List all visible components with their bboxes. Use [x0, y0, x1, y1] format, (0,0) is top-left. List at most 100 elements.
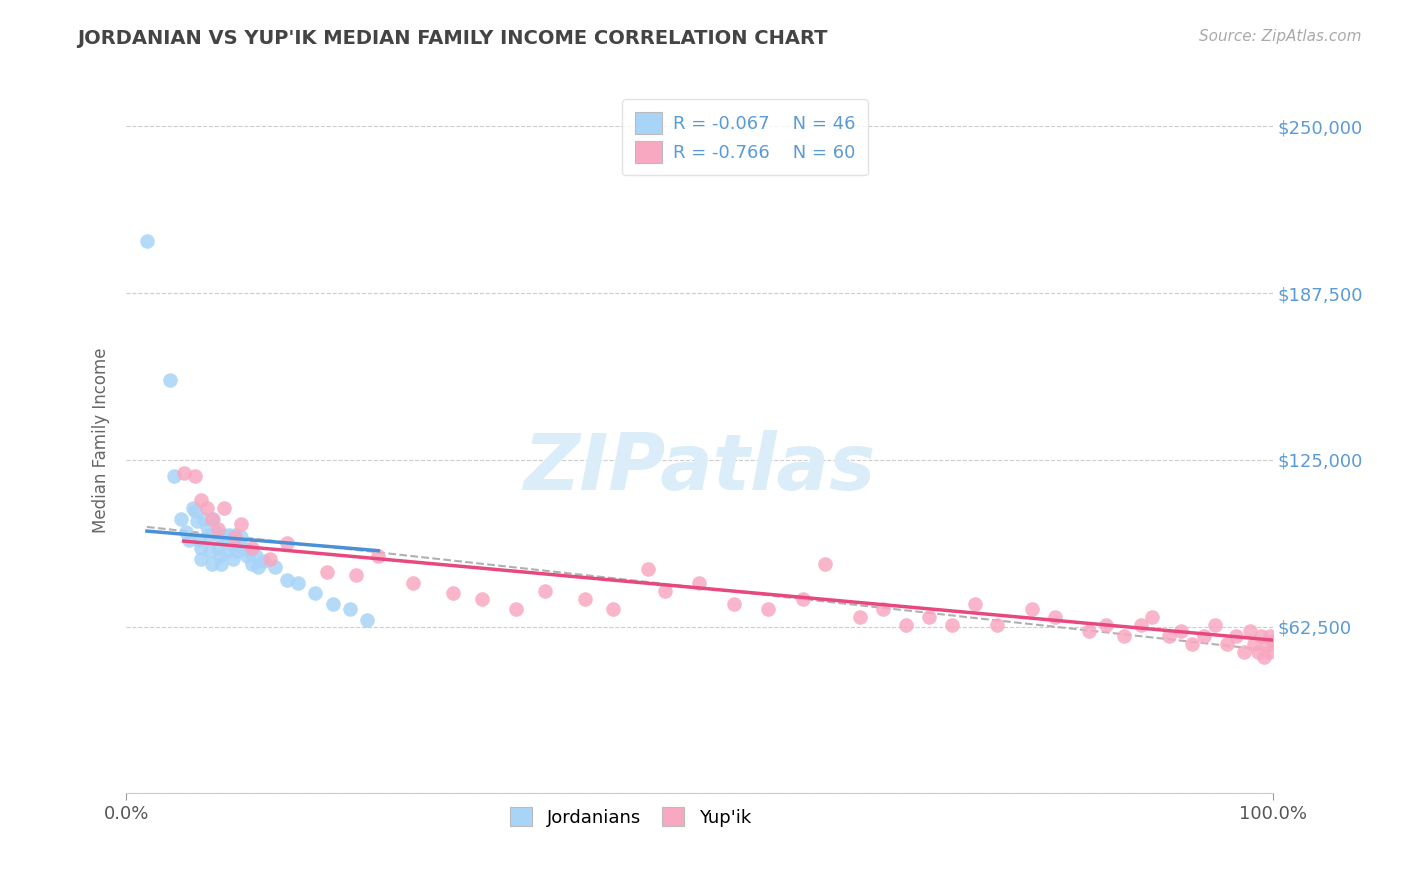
Point [1204, 618, 1226, 632]
Point [207, 527, 229, 541]
Point [163, 468, 186, 483]
Point [872, 602, 894, 616]
Point [986, 618, 1008, 632]
Point [1129, 618, 1152, 632]
Point [181, 500, 204, 515]
Point [207, 541, 229, 555]
Point [218, 527, 240, 541]
Point [505, 602, 527, 616]
Point [304, 586, 326, 600]
Point [1215, 637, 1237, 651]
Point [1246, 645, 1268, 659]
Point [1021, 602, 1043, 616]
Text: JORDANIAN VS YUP'IK MEDIAN FAMILY INCOME CORRELATION CHART: JORDANIAN VS YUP'IK MEDIAN FAMILY INCOME… [77, 29, 828, 47]
Point [814, 557, 837, 571]
Point [367, 549, 389, 563]
Point [201, 511, 224, 525]
Point [198, 543, 221, 558]
Point [198, 527, 221, 541]
Point [242, 557, 264, 571]
Point [723, 597, 745, 611]
Point [402, 575, 425, 590]
Point [195, 519, 218, 533]
Point [1181, 637, 1204, 651]
Point [1043, 610, 1066, 624]
Point [242, 541, 264, 555]
Point [222, 551, 245, 566]
Point [1140, 610, 1163, 624]
Point [356, 613, 378, 627]
Point [322, 597, 344, 611]
Text: Source: ZipAtlas.com: Source: ZipAtlas.com [1198, 29, 1361, 44]
Point [849, 610, 872, 624]
Point [287, 575, 309, 590]
Point [264, 559, 287, 574]
Point [239, 543, 262, 558]
Point [1258, 629, 1281, 643]
Point [174, 524, 197, 539]
Point [1261, 634, 1284, 648]
Point [226, 543, 249, 558]
Point [1250, 629, 1272, 643]
Point [170, 511, 193, 525]
Point [471, 591, 494, 606]
Point [235, 549, 257, 563]
Point [688, 575, 710, 590]
Point [344, 567, 367, 582]
Point [159, 373, 181, 387]
Point [212, 527, 235, 541]
Point [1159, 629, 1181, 643]
Point [209, 549, 232, 563]
Point [202, 511, 225, 525]
Point [441, 586, 464, 600]
Point [894, 618, 917, 632]
Point [215, 530, 238, 544]
Point [247, 559, 270, 574]
Point [1192, 629, 1215, 643]
Point [209, 557, 232, 571]
Point [941, 618, 963, 632]
Point [190, 492, 212, 507]
Point [184, 503, 207, 517]
Point [253, 554, 276, 568]
Point [229, 516, 252, 531]
Point [574, 591, 596, 606]
Point [533, 583, 555, 598]
Point [276, 535, 298, 549]
Point [276, 573, 298, 587]
Point [195, 500, 218, 515]
Point [756, 602, 779, 616]
Point [917, 610, 939, 624]
Point [187, 533, 209, 547]
Point [1258, 645, 1281, 659]
Point [1256, 637, 1278, 651]
Point [1253, 650, 1275, 665]
Point [212, 500, 235, 515]
Point [179, 533, 201, 547]
Point [1170, 624, 1192, 638]
Point [792, 591, 814, 606]
Point [204, 524, 226, 539]
Point [315, 565, 337, 579]
Point [186, 514, 208, 528]
Point [190, 541, 212, 555]
Point [602, 602, 624, 616]
Point [1078, 624, 1101, 638]
Point [136, 234, 159, 248]
Y-axis label: Median Family Income: Median Family Income [93, 347, 110, 533]
Point [217, 543, 239, 558]
Point [1225, 629, 1247, 643]
Point [1239, 624, 1261, 638]
Text: ZIPatlas: ZIPatlas [523, 430, 876, 506]
Point [232, 541, 254, 555]
Point [221, 538, 243, 552]
Legend: Jordanians, Yup'ik: Jordanians, Yup'ik [503, 800, 758, 834]
Point [963, 597, 986, 611]
Point [224, 527, 246, 541]
Point [173, 466, 195, 480]
Point [1095, 618, 1118, 632]
Point [259, 551, 281, 566]
Point [339, 602, 361, 616]
Point [184, 468, 207, 483]
Point [654, 583, 676, 598]
